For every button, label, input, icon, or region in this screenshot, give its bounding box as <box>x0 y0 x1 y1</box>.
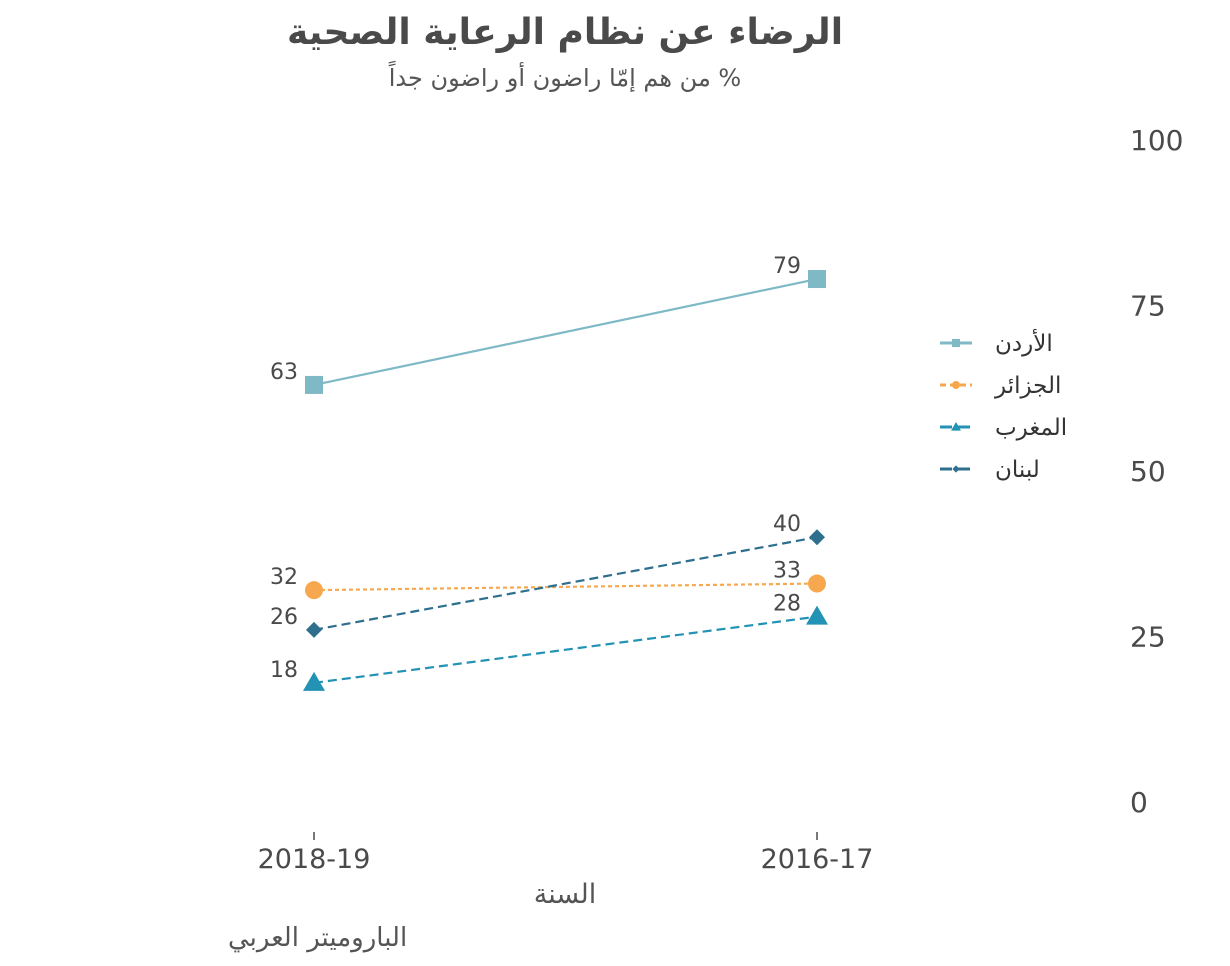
legend-label: لبنان <box>995 457 1040 483</box>
chart-subtitle: % من هم إمّا راضون أو راضون جداً <box>388 61 741 93</box>
legend-item: الأردن <box>940 329 1053 357</box>
y-axis: 0 25 50 75 100 <box>1130 124 1183 819</box>
data-label: 79 <box>773 254 801 279</box>
data-label: 26 <box>270 605 298 630</box>
data-point-marker <box>808 574 826 593</box>
y-tick-label: 50 <box>1130 455 1166 488</box>
x-tick-label: 2018-19 <box>258 844 371 875</box>
y-tick-label: 0 <box>1130 786 1148 819</box>
legend-swatch-marker <box>951 338 961 348</box>
y-tick-label: 25 <box>1130 621 1166 654</box>
legend-label: الأردن <box>995 329 1053 357</box>
data-point-marker <box>305 581 323 600</box>
data-label: 63 <box>270 360 298 385</box>
legend-label: الجزائر <box>994 373 1061 399</box>
series-line <box>313 536 818 631</box>
chart-title: الرضاء عن نظام الرعاية الصحية <box>287 12 843 53</box>
data-point-marker <box>808 270 826 289</box>
series-lines <box>313 277 818 684</box>
y-tick-label: 100 <box>1130 124 1183 157</box>
data-point-marker <box>306 621 322 638</box>
data-label: 32 <box>270 565 298 590</box>
data-label: 40 <box>773 512 801 537</box>
legend-label: المغرب <box>995 415 1067 441</box>
legend-item: لبنان <box>940 457 1040 483</box>
data-labels: 63 79 32 33 18 28 26 40 <box>270 254 801 683</box>
data-point-marker <box>806 605 828 625</box>
data-point-marker <box>809 529 825 546</box>
source-caption: الباروميتر العربي <box>228 923 407 953</box>
data-label: 33 <box>773 559 801 584</box>
x-axis: 2018-19 2016-17 <box>258 832 874 875</box>
legend-swatch-marker <box>952 465 960 473</box>
legend-swatch-marker <box>951 422 961 431</box>
data-label: 18 <box>270 658 298 683</box>
series-line <box>313 615 818 684</box>
x-axis-label: السنة <box>534 879 596 910</box>
series-markers <box>303 270 828 691</box>
series-line <box>313 277 818 387</box>
legend-item: المغرب <box>940 415 1067 441</box>
data-point-marker <box>305 375 323 394</box>
x-tick-label: 2016-17 <box>761 844 874 875</box>
legend: الأردن الجزائر المغرب لبنان <box>940 329 1067 483</box>
legend-swatch-marker <box>951 380 961 390</box>
data-point-marker <box>303 671 325 691</box>
data-label: 28 <box>773 592 801 617</box>
y-tick-label: 75 <box>1130 290 1166 323</box>
legend-item: الجزائر <box>940 373 1061 399</box>
